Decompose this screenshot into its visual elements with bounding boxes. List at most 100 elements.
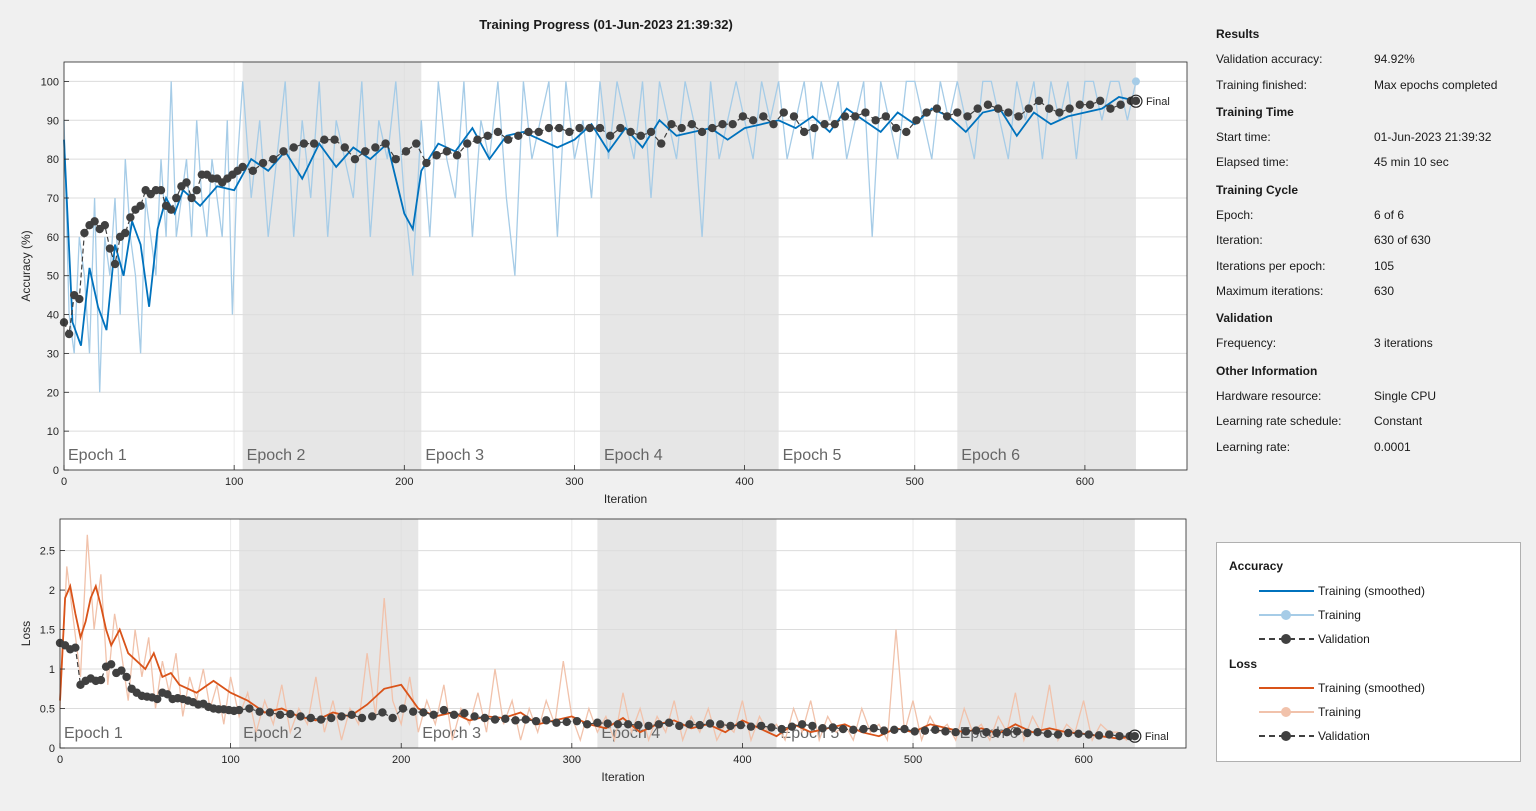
validation-point — [595, 123, 605, 133]
x-axis-label: Iteration — [604, 492, 647, 506]
validation-point — [616, 123, 625, 133]
validation-point — [1044, 104, 1054, 113]
validation-point — [605, 131, 615, 141]
validation-point — [820, 119, 829, 129]
validation-point — [1034, 96, 1044, 106]
hardware-resource-value: Single CPU — [1374, 389, 1437, 403]
info-key: Iterations per epoch: — [1216, 259, 1326, 273]
legend-label: Training (smoothed) — [1318, 681, 1425, 695]
validation-point — [309, 139, 319, 148]
axes-frame — [63, 61, 1188, 471]
validation-point — [121, 228, 130, 238]
final-marker-ring — [1129, 94, 1143, 108]
validation-point — [973, 104, 982, 113]
validation-point — [646, 127, 656, 137]
validation-point — [514, 131, 523, 141]
info-key: Elapsed time: — [1216, 155, 1289, 169]
validation-point — [575, 123, 584, 133]
iterations-per-epoch-value: 105 — [1374, 259, 1395, 273]
validation-point — [748, 116, 758, 125]
validation-point — [360, 147, 370, 156]
validation-point — [126, 213, 135, 222]
legend-label: Validation — [1318, 729, 1370, 743]
validation-point — [258, 158, 268, 168]
validation-point — [554, 123, 564, 133]
validation-point — [1075, 100, 1085, 109]
info-key: Hardware resource: — [1216, 389, 1322, 403]
y-tick-label: 60 — [47, 232, 59, 244]
info-key: Maximum iterations: — [1216, 284, 1324, 298]
validation-point — [289, 143, 298, 152]
validation-point — [493, 127, 503, 137]
validation-point — [983, 100, 993, 109]
training-last-point — [1131, 77, 1140, 86]
validation-point — [80, 228, 89, 238]
iteration-value: 630 of 630 — [1374, 233, 1431, 247]
page-title: Training Progress (01-Jun-2023 21:39:32) — [479, 17, 733, 32]
validation-point — [248, 166, 258, 175]
legend-swatch-accuracy-smoothed — [1259, 590, 1314, 592]
epoch-label-6: Epoch 6 — [961, 447, 1020, 464]
x-tick-label: 200 — [395, 476, 413, 488]
legend-label: Training — [1318, 705, 1361, 719]
y-tick-label: 100 — [41, 76, 59, 88]
info-key: Epoch: — [1216, 208, 1254, 222]
validation-point — [565, 127, 574, 137]
validation-point — [779, 108, 788, 117]
y-axis-label: Accuracy (%) — [19, 230, 33, 301]
validation-point — [932, 104, 942, 113]
legend-swatch-loss-validation — [1259, 731, 1314, 741]
validation-point — [830, 119, 839, 129]
legend-label: Training — [1318, 608, 1361, 622]
validation-point — [1116, 100, 1125, 109]
validation-point — [182, 178, 191, 187]
validation-point — [401, 147, 411, 156]
results-heading: Results — [1216, 27, 1260, 41]
final-marker-dot — [1132, 97, 1140, 105]
validation-point — [881, 112, 891, 121]
x-tick-label: 600 — [1076, 476, 1094, 488]
validation-point — [1096, 96, 1105, 106]
validation-point — [90, 217, 99, 226]
other-information-heading: Other Information — [1216, 364, 1318, 378]
validation-point — [810, 123, 819, 133]
epoch-label-3: Epoch 3 — [425, 447, 484, 464]
validation-point — [412, 139, 421, 148]
epoch-label-2: Epoch 2 — [247, 447, 306, 464]
legend-swatch-loss-training — [1259, 707, 1314, 717]
validation-point — [299, 139, 309, 148]
start-time-value: 01-Jun-2023 21:39:32 — [1374, 130, 1492, 144]
validation-point — [942, 112, 952, 121]
validation-point — [677, 123, 686, 133]
y-tick-label: 70 — [47, 193, 59, 205]
frequency-value: 3 iterations — [1374, 336, 1433, 350]
legend-loss-heading: Loss — [1229, 657, 1258, 671]
validation-point — [463, 139, 472, 148]
validation-point — [483, 131, 492, 141]
legend: Accuracy Training (smoothed) Training Va… — [1216, 542, 1521, 762]
validation-point — [636, 131, 646, 141]
validation-point — [799, 127, 809, 137]
epoch-value: 6 of 6 — [1374, 208, 1405, 222]
validation-point — [442, 147, 452, 156]
y-tick-label: 50 — [47, 271, 59, 283]
validation-point — [330, 135, 339, 144]
validation-point — [718, 119, 727, 129]
info-key: Training finished: — [1216, 78, 1307, 92]
info-key: Frequency: — [1216, 336, 1277, 350]
validation-point — [524, 127, 533, 137]
validation-point — [100, 221, 110, 230]
validation-heading: Validation — [1216, 311, 1273, 325]
validation-point — [759, 112, 768, 121]
x-tick-label: 300 — [565, 476, 583, 488]
training-finished-value: Max epochs completed — [1374, 78, 1498, 92]
validation-point — [172, 193, 181, 203]
validation-point — [861, 108, 870, 117]
validation-point — [371, 143, 380, 152]
y-tick-label: 40 — [47, 310, 59, 322]
accuracy-chart[interactable]: Epoch 1 Epoch 2 Epoch 3 Epoch 4 Epoch 5 Epoch… — [0, 0, 1200, 811]
validation-point — [708, 123, 717, 133]
x-tick-label: 400 — [735, 476, 753, 488]
validation-point — [156, 186, 166, 195]
validation-point — [769, 119, 778, 129]
